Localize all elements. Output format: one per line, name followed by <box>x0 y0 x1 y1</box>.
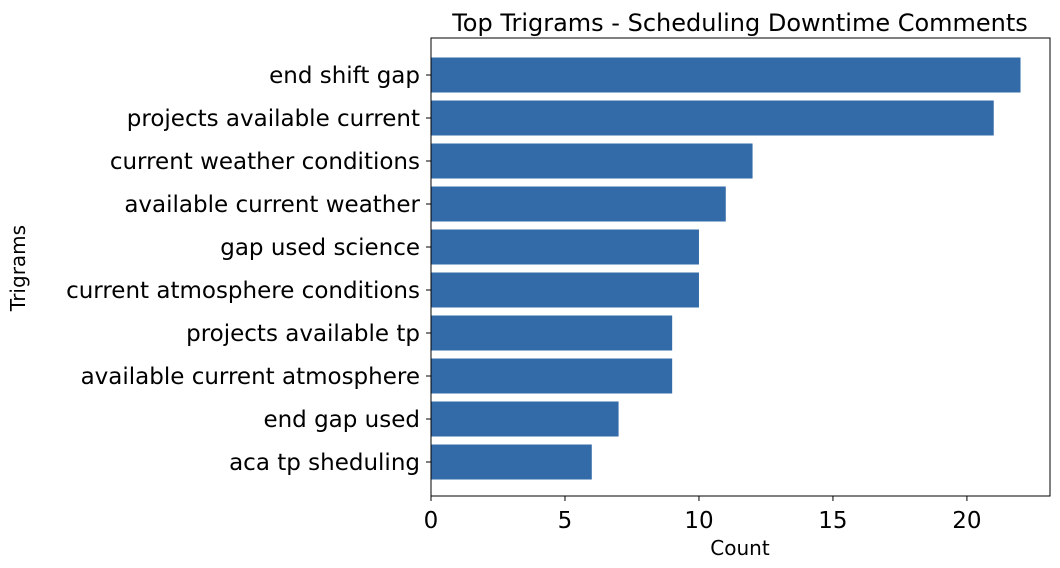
y-tick-label: end shift gap <box>269 63 420 89</box>
bar <box>431 143 753 179</box>
x-tick-label: 0 <box>424 508 439 534</box>
bar <box>431 186 726 222</box>
x-axis-label: Count <box>710 536 770 560</box>
chart-title: Top Trigrams - Scheduling Downtime Comme… <box>451 9 1028 37</box>
x-tick-labels: 0 5 10 15 20 <box>424 496 982 534</box>
bar <box>431 315 673 351</box>
bars-group <box>431 57 1021 480</box>
plot-frame <box>430 37 1051 497</box>
bar <box>431 100 994 136</box>
y-axis-label: Trigrams <box>6 225 30 312</box>
y-tick-labels: end shift gap projects available current c… <box>66 63 431 476</box>
y-tick-label: gap used science <box>220 235 420 261</box>
bar <box>431 358 673 394</box>
y-tick-label: available current weather <box>124 192 420 218</box>
bar <box>431 57 1021 93</box>
y-tick-label: projects available current <box>127 106 420 132</box>
y-tick-label: current atmosphere conditions <box>66 278 420 304</box>
y-tick-label: current weather conditions <box>110 149 420 175</box>
bar <box>431 401 619 437</box>
x-tick-label: 20 <box>952 508 981 534</box>
x-tick-label: 10 <box>684 508 713 534</box>
x-tick-label: 15 <box>818 508 847 534</box>
bar <box>431 229 699 265</box>
y-tick-label: end gap used <box>263 407 420 433</box>
y-tick-label: projects available tp <box>186 321 420 347</box>
x-tick-label: 5 <box>558 508 573 534</box>
axes-frame <box>430 37 1051 497</box>
bar <box>431 444 592 480</box>
y-tick-label: aca tp sheduling <box>229 450 420 476</box>
y-tick-label: available current atmosphere <box>81 364 420 390</box>
bar <box>431 272 699 308</box>
